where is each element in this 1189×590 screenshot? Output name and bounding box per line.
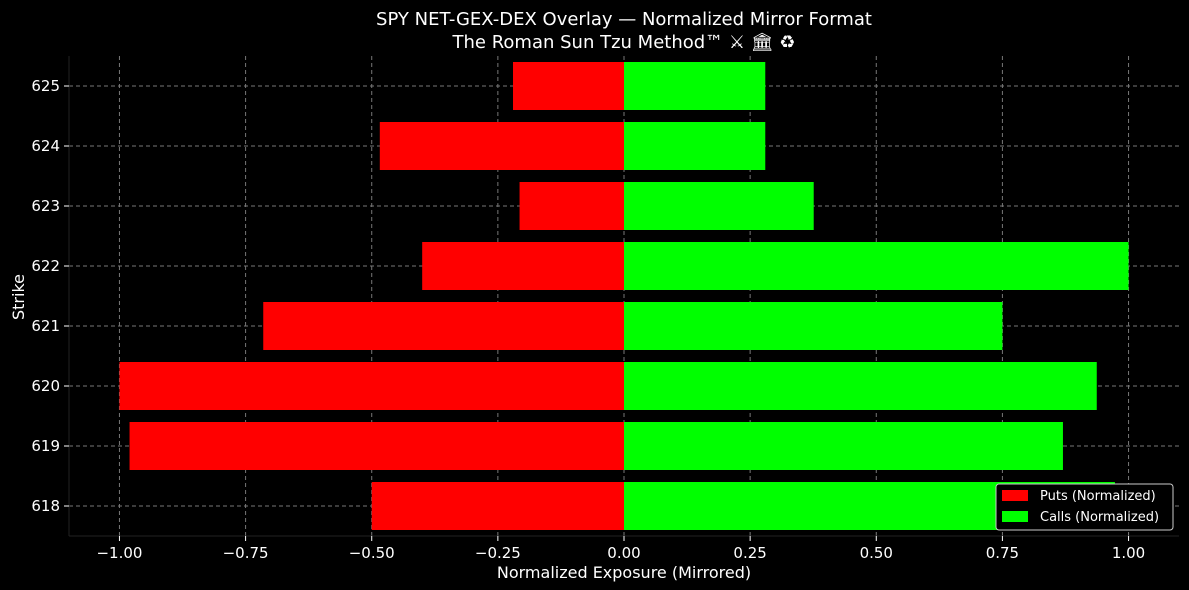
x-tick-label: 0.00	[607, 544, 640, 562]
y-tick-label: 620	[31, 377, 60, 395]
legend: Puts (Normalized) Calls (Normalized)	[995, 483, 1174, 531]
legend-label-puts: Puts (Normalized)	[1040, 489, 1156, 504]
x-tick-label: 0.25	[733, 544, 766, 562]
y-tick-label: 622	[31, 257, 60, 275]
legend-swatch-puts	[1002, 490, 1028, 501]
legend-label-calls: Calls (Normalized)	[1040, 510, 1159, 525]
y-tick-label: 618	[31, 497, 60, 515]
put-bar-624	[379, 122, 624, 170]
put-bar-618	[371, 482, 624, 530]
x-axis-title: Normalized Exposure (Mirrored)	[497, 563, 751, 582]
y-tick-label: 624	[31, 137, 60, 155]
call-bar-624	[624, 122, 766, 170]
chart-title: SPY NET-GEX-DEX Overlay — Normalized Mir…	[376, 9, 872, 30]
y-tick-label: 621	[31, 317, 60, 335]
y-tick-label: 619	[31, 437, 60, 455]
put-bar-619	[129, 422, 624, 470]
call-bar-623	[624, 182, 814, 230]
call-bar-621	[624, 302, 1003, 350]
put-bar-623	[519, 182, 624, 230]
put-bar-620	[119, 362, 625, 410]
call-bar-625	[624, 62, 766, 110]
y-axis-title: Strike	[9, 274, 28, 320]
call-bar-622	[624, 242, 1129, 290]
legend-swatch-calls	[1002, 511, 1028, 522]
call-bar-620	[624, 362, 1097, 410]
x-tick-label: −0.50	[349, 544, 395, 562]
x-tick-label: 0.75	[986, 544, 1019, 562]
y-tick-label: 625	[31, 77, 60, 95]
put-bar-625	[513, 62, 624, 110]
call-bar-619	[624, 422, 1063, 470]
y-tick-label: 623	[31, 197, 60, 215]
x-tick-label: 0.50	[860, 544, 893, 562]
x-tick-label: −1.00	[96, 544, 142, 562]
legend-box	[995, 483, 1174, 531]
axes: −1.00 −0.75 −0.50 −0.25 0.00 0.25 0.50 0.75 1.00…	[31, 56, 1179, 562]
x-tick-label: −0.75	[223, 544, 269, 562]
put-bar-622	[422, 242, 624, 290]
put-bar-621	[263, 302, 624, 350]
chart-subtitle: The Roman Sun Tzu Method™ ⚔ 🏛 ♻	[452, 32, 796, 53]
x-tick-label: 1.00	[1112, 544, 1145, 562]
x-tick-label: −0.25	[475, 544, 521, 562]
